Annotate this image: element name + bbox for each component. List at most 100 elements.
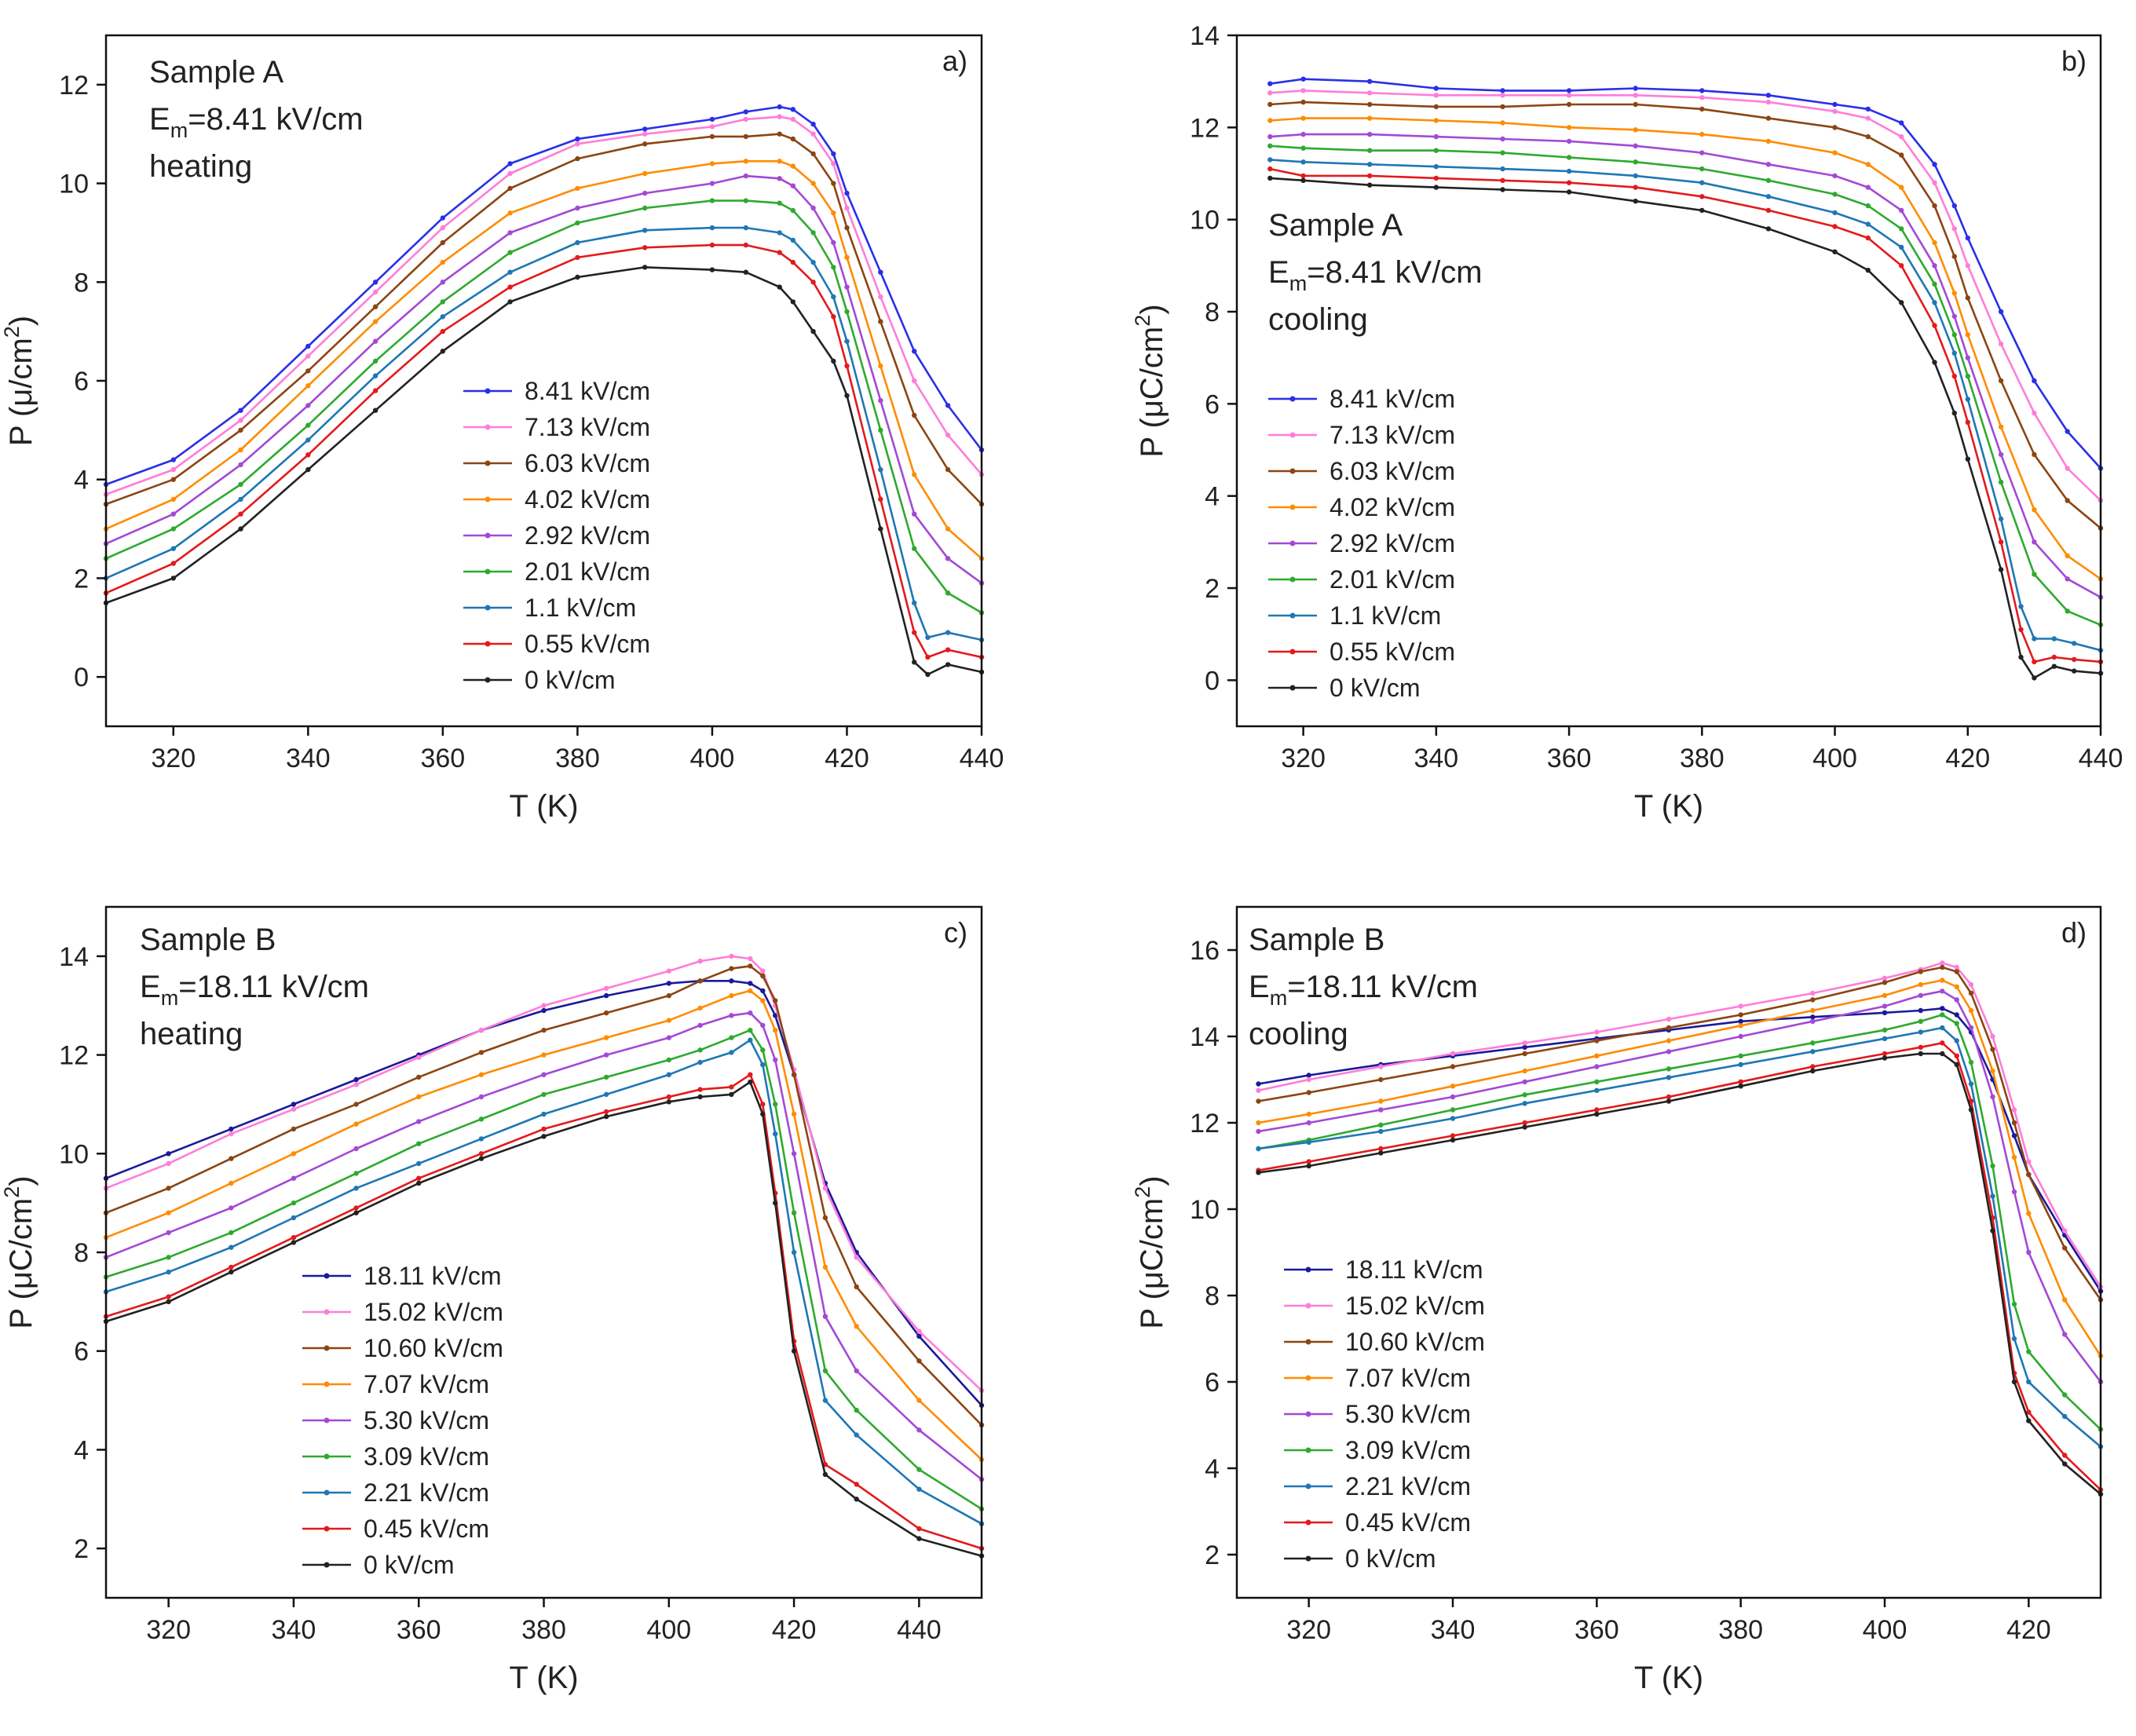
x-tick-label: 380 <box>521 1615 566 1645</box>
legend-label: 5.30 kV/cm <box>1345 1400 1471 1428</box>
x-axis-title: T (K) <box>509 1661 578 1695</box>
data-point <box>1522 1040 1527 1046</box>
data-point <box>777 200 782 206</box>
data-point <box>831 265 836 270</box>
process-label: cooling <box>1268 302 1368 337</box>
y-tick-label: 14 <box>59 942 89 972</box>
data-point <box>166 1151 171 1157</box>
y-axis-title: P (μ/cm2) <box>0 316 38 446</box>
data-point <box>925 671 931 678</box>
plot-frame <box>1235 34 2102 728</box>
data-point <box>2011 1120 2017 1126</box>
data-point <box>777 230 782 236</box>
legend-label: 2.92 kV/cm <box>525 521 650 550</box>
data-point <box>170 477 176 482</box>
data-point <box>440 225 445 231</box>
data-point <box>478 1117 485 1122</box>
data-point <box>790 259 796 265</box>
data-point <box>1306 1111 1311 1117</box>
data-point <box>291 1215 297 1221</box>
data-point <box>1951 203 1957 209</box>
data-point <box>743 159 748 164</box>
legend-label: 8.41 kV/cm <box>525 377 650 405</box>
data-point <box>1968 990 1974 996</box>
data-point <box>773 1200 778 1206</box>
y-tick-label: 8 <box>74 1238 89 1268</box>
data-point <box>945 403 951 408</box>
data-point <box>305 422 311 428</box>
data-point <box>1882 1036 1888 1042</box>
data-point <box>1810 990 1816 996</box>
data-point <box>353 1171 359 1176</box>
x-axis-title: T (K) <box>1634 789 1703 824</box>
data-point <box>1968 1098 1974 1104</box>
data-point <box>1951 410 1957 416</box>
data-point <box>541 1072 547 1077</box>
legend-marker <box>324 1417 330 1424</box>
data-point <box>697 1087 703 1092</box>
data-point <box>603 1113 609 1120</box>
data-point <box>1932 263 1937 269</box>
data-point <box>777 114 782 119</box>
legend-a: 8.41 kV/cm 7.13 kV/cm 6.03 kV/cm 4.02 kV/cm… <box>463 377 650 694</box>
data-point <box>1865 268 1871 273</box>
data-point <box>1968 1007 1974 1014</box>
data-point <box>575 220 580 226</box>
sample-label: Sample A <box>149 55 284 90</box>
data-point <box>916 1526 922 1532</box>
data-point <box>1378 1098 1384 1104</box>
data-point <box>1267 118 1273 123</box>
legend-label: 7.07 kV/cm <box>1345 1364 1471 1392</box>
data-point <box>831 358 836 364</box>
data-point <box>1951 373 1957 379</box>
data-point <box>666 992 671 999</box>
data-point <box>2026 1211 2032 1216</box>
data-point <box>1954 1012 1959 1018</box>
data-point <box>1699 88 1705 93</box>
data-point <box>238 496 243 503</box>
data-point <box>709 242 715 248</box>
data-point <box>1998 424 2004 429</box>
data-point <box>743 198 748 203</box>
data-point <box>773 998 778 1003</box>
data-point <box>810 121 816 127</box>
data-point <box>760 973 766 979</box>
data-point <box>478 1072 485 1077</box>
data-point <box>916 1467 922 1472</box>
series-line-a-5 <box>105 199 982 614</box>
data-point <box>603 992 609 999</box>
data-point <box>777 104 782 110</box>
legend-label: 0 kV/cm <box>1345 1544 1436 1573</box>
data-point <box>1951 254 1957 259</box>
data-point <box>1918 969 1923 974</box>
data-point <box>709 267 715 272</box>
data-point <box>1918 992 1923 999</box>
data-point <box>416 1119 422 1124</box>
data-point <box>844 205 850 211</box>
data-point <box>760 988 766 994</box>
data-point <box>1566 93 1572 98</box>
data-point <box>854 1497 859 1502</box>
data-point <box>760 1022 766 1029</box>
data-point <box>1267 166 1273 172</box>
data-point <box>2065 609 2070 614</box>
data-point <box>912 600 917 606</box>
legend-label: 1.1 kV/cm <box>525 594 636 622</box>
y-tick-label: 4 <box>74 466 89 495</box>
y-tick-label: 4 <box>1205 1454 1220 1484</box>
data-point <box>1367 148 1373 153</box>
data-point <box>1666 1075 1672 1080</box>
data-point <box>709 133 715 140</box>
data-point <box>416 1054 422 1060</box>
data-point <box>748 1010 753 1016</box>
data-point <box>1918 1007 1923 1014</box>
data-point <box>760 998 766 1003</box>
series-line-a-1 <box>105 115 982 495</box>
data-point <box>878 269 883 275</box>
legend-label: 6.03 kV/cm <box>1330 457 1455 485</box>
x-tick-label: 360 <box>397 1615 441 1645</box>
data-point <box>1865 221 1871 227</box>
data-point <box>2018 627 2024 632</box>
data-point <box>353 1146 359 1152</box>
data-point <box>1899 244 1904 250</box>
